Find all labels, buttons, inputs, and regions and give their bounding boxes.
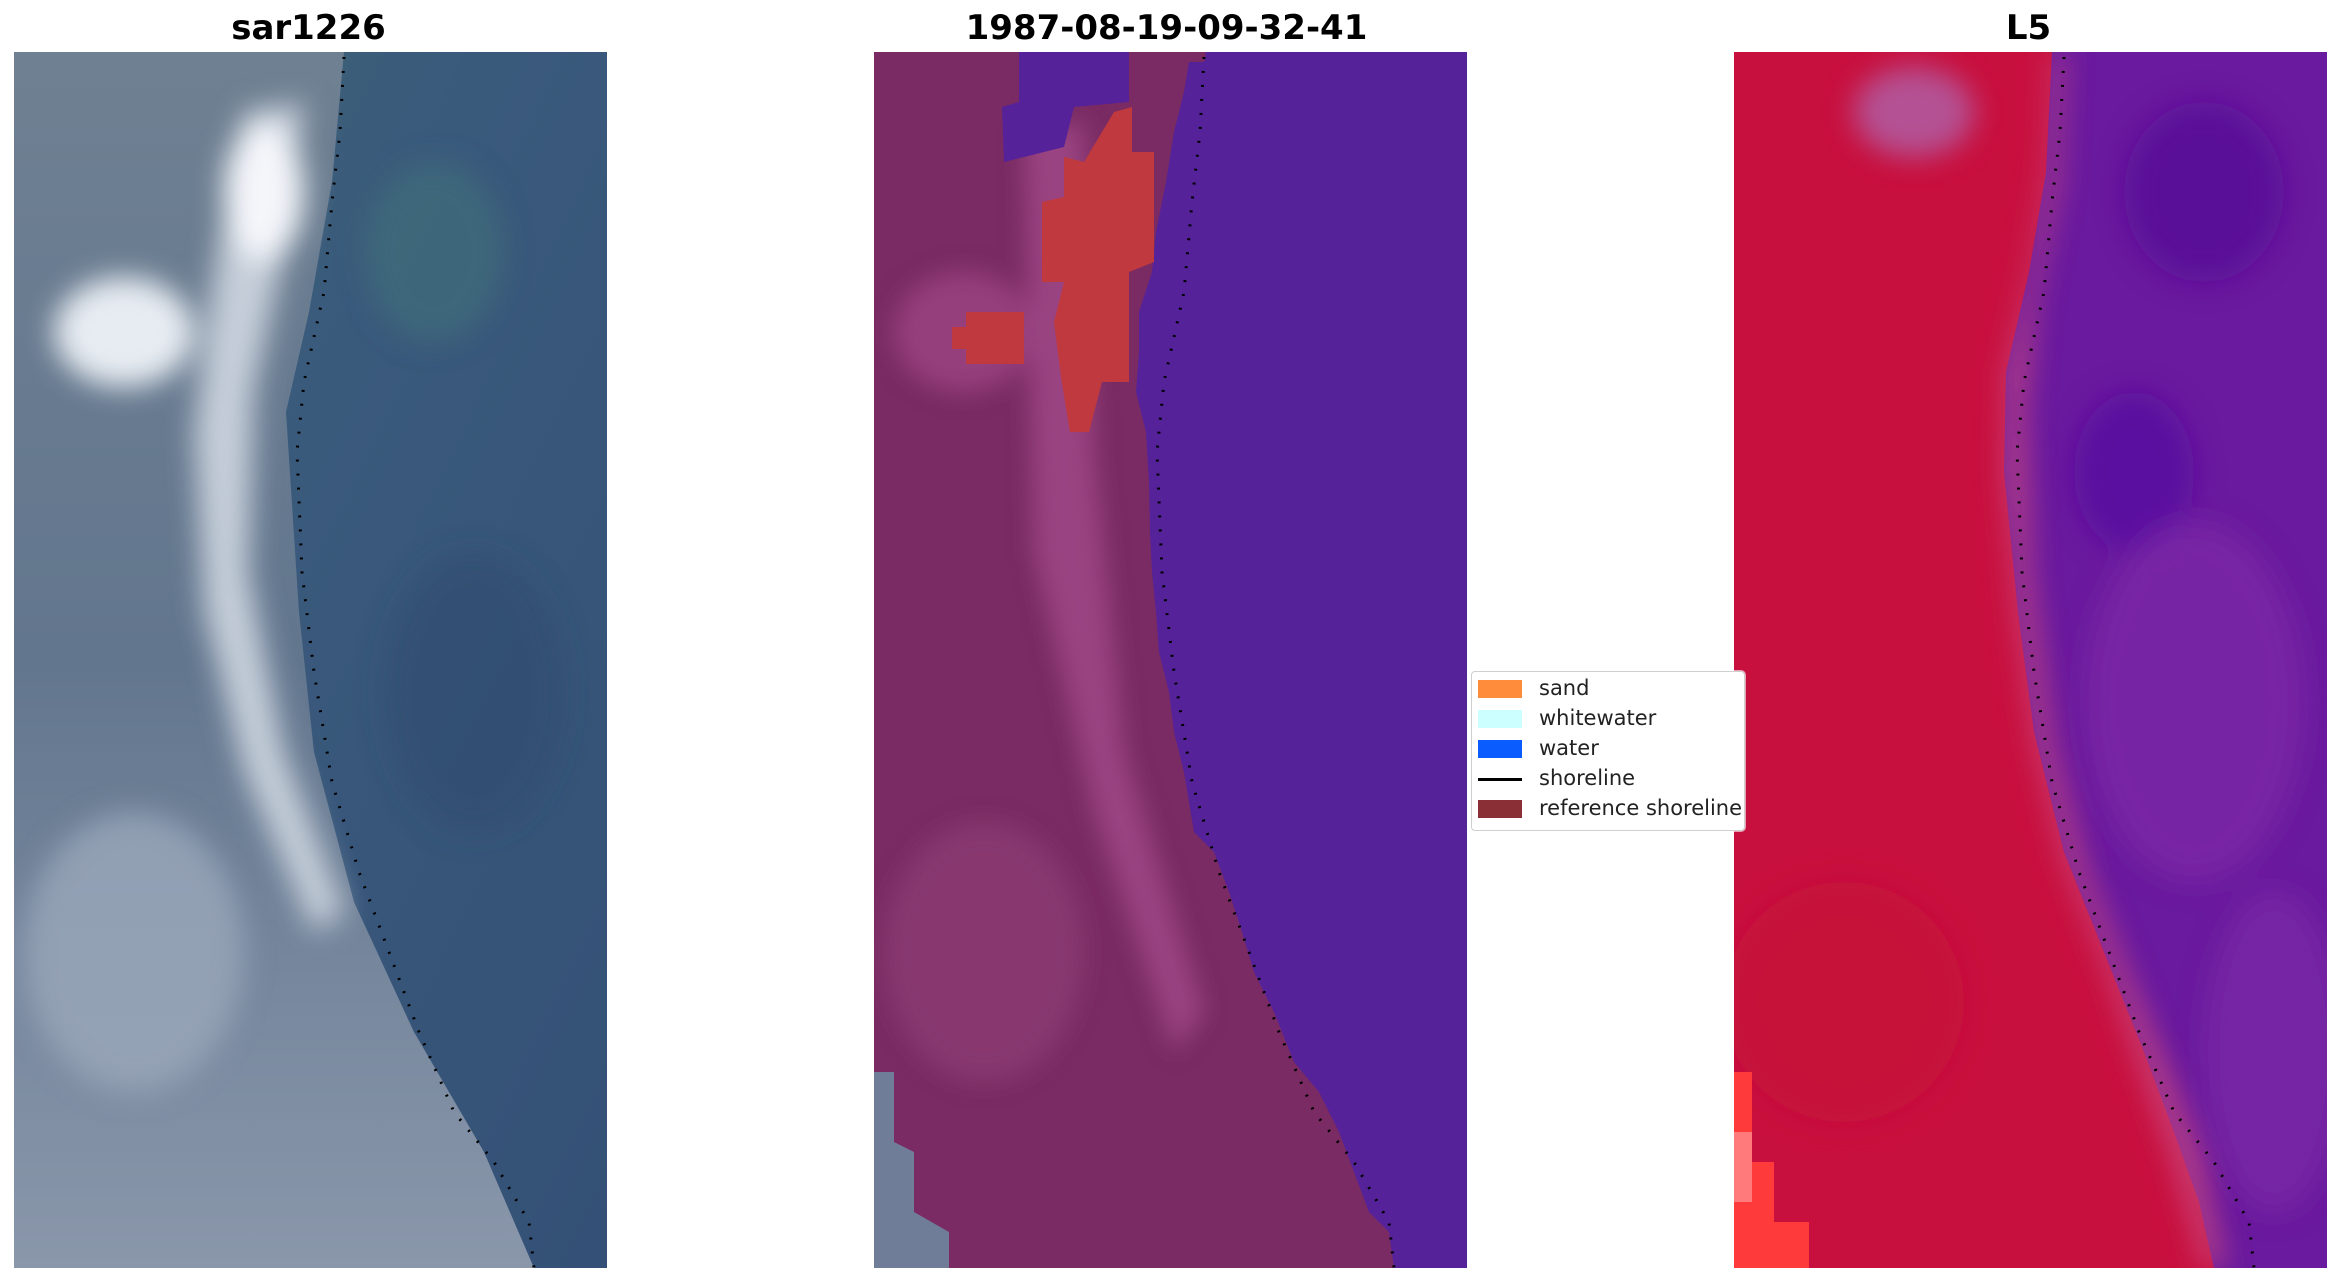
reference-shoreline-swatch: [1478, 800, 1522, 818]
shoreline-line-swatch: [1478, 778, 1522, 781]
legend-label-reference-shoreline: reference shoreline: [1539, 796, 1743, 820]
classified-image: [874, 52, 1467, 1268]
whitewater-swatch: [1478, 710, 1522, 728]
rgb-image: [14, 52, 607, 1268]
panel-title-classified: 1987-08-19-09-32-41: [965, 8, 1368, 48]
panel-title-rgb: sar1226: [231, 8, 386, 48]
panel-title-mndwi: L5: [2005, 8, 2052, 48]
sand-swatch: [1478, 680, 1522, 698]
mndwi-image-panel: [1734, 52, 2327, 1268]
legend: sand whitewater water shoreline referenc…: [1471, 671, 1745, 831]
legend-label-water: water: [1539, 736, 1599, 760]
legend-label-whitewater: whitewater: [1539, 706, 1657, 730]
legend-label-shoreline: shoreline: [1539, 766, 1636, 790]
legend-label-sand: sand: [1539, 676, 1590, 700]
mndwi-image: [1734, 52, 2327, 1268]
water-swatch: [1478, 740, 1522, 758]
classified-image-panel: [874, 52, 1467, 1268]
rgb-image-panel: [14, 52, 607, 1268]
